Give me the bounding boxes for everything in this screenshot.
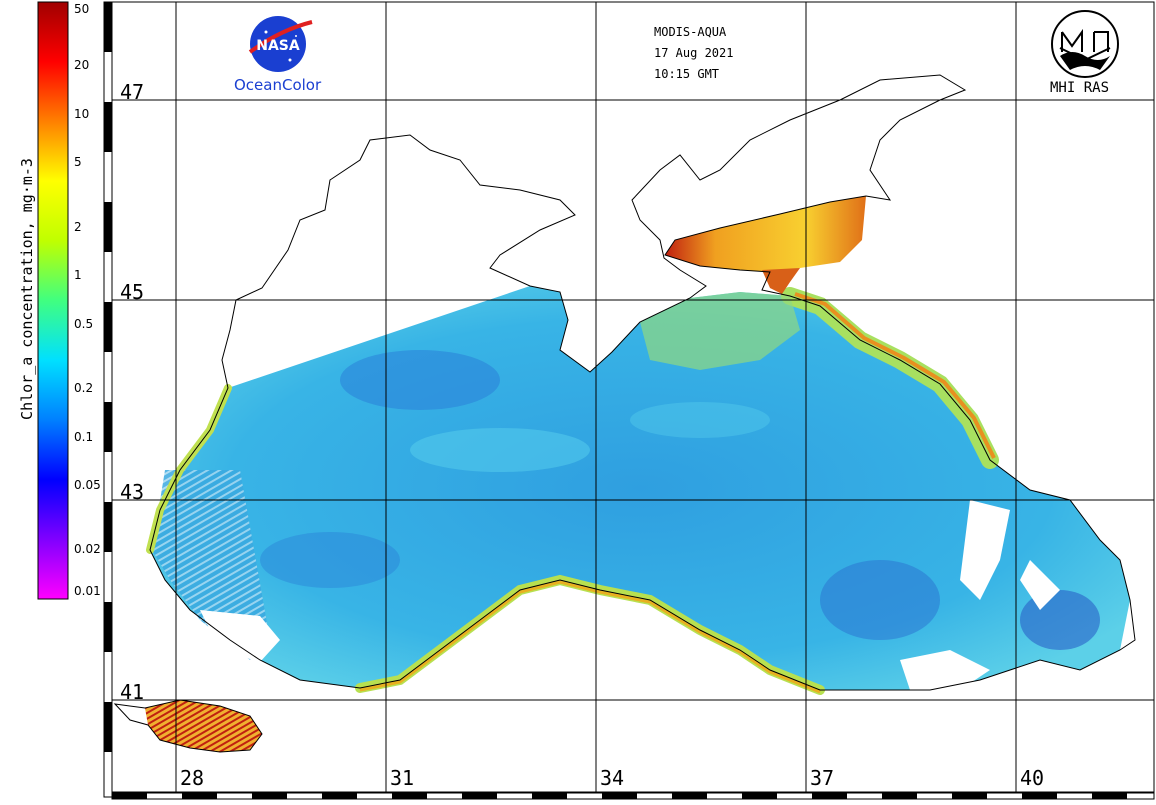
scale-segment — [104, 302, 112, 352]
mhi-ras-label: MHI RAS — [1050, 80, 1110, 96]
colorbar-tick-label: 0.01 — [74, 584, 101, 598]
swirl — [630, 402, 770, 438]
colorbar-tick-label: 20 — [74, 58, 90, 73]
latitude-label: 45 — [120, 280, 145, 304]
scale-segment — [104, 602, 112, 652]
scale-segment — [812, 793, 847, 799]
scale-segment — [182, 793, 217, 799]
colorbar-tick-label: 10 — [74, 106, 90, 121]
longitude-scale-marks — [112, 793, 1127, 799]
longitude-label: 37 — [810, 766, 835, 790]
latitude-scale-marks — [104, 2, 112, 752]
colorbar-tick-label: 2 — [74, 219, 82, 234]
no-data-area — [960, 500, 1010, 600]
no-data-area — [900, 650, 990, 690]
colorbar-tick-label: 0.5 — [74, 316, 94, 331]
scale-segment — [104, 2, 112, 52]
azov-sea-chlorophyll — [665, 196, 866, 272]
scale-segment — [882, 793, 917, 799]
coastline — [149, 74, 1136, 691]
acquisition-time: 10:15 GMT — [654, 67, 720, 81]
scale-segment — [462, 793, 497, 799]
scale-segment — [104, 502, 112, 552]
nasa-logo-text: NASA — [256, 38, 300, 54]
longitude-label: 40 — [1020, 766, 1045, 790]
longitude-label: 34 — [600, 766, 625, 790]
no-data-area — [200, 610, 280, 662]
sensor-name: MODIS-AQUA — [654, 25, 727, 39]
graticule — [112, 2, 1154, 792]
acquisition-date: 17 Aug 2021 — [654, 46, 734, 60]
latitude-label: 47 — [120, 80, 145, 104]
scale-segment — [322, 793, 357, 799]
colorbar-tick-label: 0.2 — [74, 381, 94, 396]
scale-segment — [672, 793, 707, 799]
north-east-shelf — [640, 292, 800, 370]
colorbar-tick-label: 0.02 — [74, 542, 101, 557]
colorbar-tick-label: 0.1 — [74, 429, 94, 444]
image-header: MODIS-AQUA 17 Aug 2021 10:15 GMT — [654, 22, 733, 85]
scale-segment — [742, 793, 777, 799]
colorbar — [37, 1, 69, 600]
colorbar-tick-label: 5 — [74, 155, 82, 170]
kerch-strait — [762, 268, 800, 294]
colorbar-tick-label: 50 — [74, 2, 90, 16]
latitude-label: 43 — [120, 480, 145, 504]
no-data-area — [1020, 560, 1060, 610]
oceancolor-label: OceanColor — [234, 76, 322, 94]
scale-segment — [1022, 793, 1057, 799]
scale-segment — [392, 793, 427, 799]
anatolian-coast-edge — [359, 580, 821, 694]
scale-segment — [104, 102, 112, 152]
scale-segment — [104, 402, 112, 452]
longitude-label: 28 — [180, 766, 205, 790]
swirl — [410, 428, 590, 472]
eddy — [340, 350, 500, 410]
scale-segment — [602, 793, 637, 799]
scale-segment — [104, 202, 112, 252]
scale-segment — [952, 793, 987, 799]
nasa-logo: NASA — [248, 16, 313, 72]
scale-segment — [1092, 793, 1127, 799]
scale-segment — [112, 793, 147, 799]
scale-segment — [532, 793, 567, 799]
latitude-label: 41 — [120, 680, 145, 704]
eddy — [1020, 590, 1100, 650]
caucasus-coast-edge — [794, 292, 996, 459]
eddy — [260, 532, 400, 588]
scale-segment — [104, 702, 112, 752]
marmara-chlorophyll — [145, 700, 262, 752]
colorbar-tick-label: 0.05 — [74, 478, 101, 493]
scale-segment — [252, 793, 287, 799]
mhi-ras-logo — [1051, 10, 1119, 78]
colorbar-title: Chlor_a concentration, mg·m-3 — [18, 158, 36, 420]
colorbar-tick-label: 1 — [74, 268, 82, 283]
west-sea-stripes — [152, 470, 270, 660]
longitude-label: 31 — [390, 766, 415, 790]
eddy — [820, 560, 940, 640]
